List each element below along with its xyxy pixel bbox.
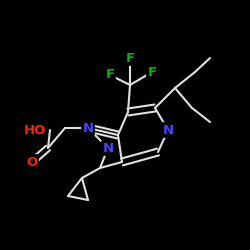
Text: F: F xyxy=(126,52,134,64)
Text: N: N xyxy=(102,142,114,154)
Text: F: F xyxy=(148,66,156,78)
Text: N: N xyxy=(162,124,173,136)
Text: O: O xyxy=(26,156,38,168)
Text: F: F xyxy=(106,68,114,82)
Text: HO: HO xyxy=(24,124,46,136)
Text: N: N xyxy=(82,122,94,134)
